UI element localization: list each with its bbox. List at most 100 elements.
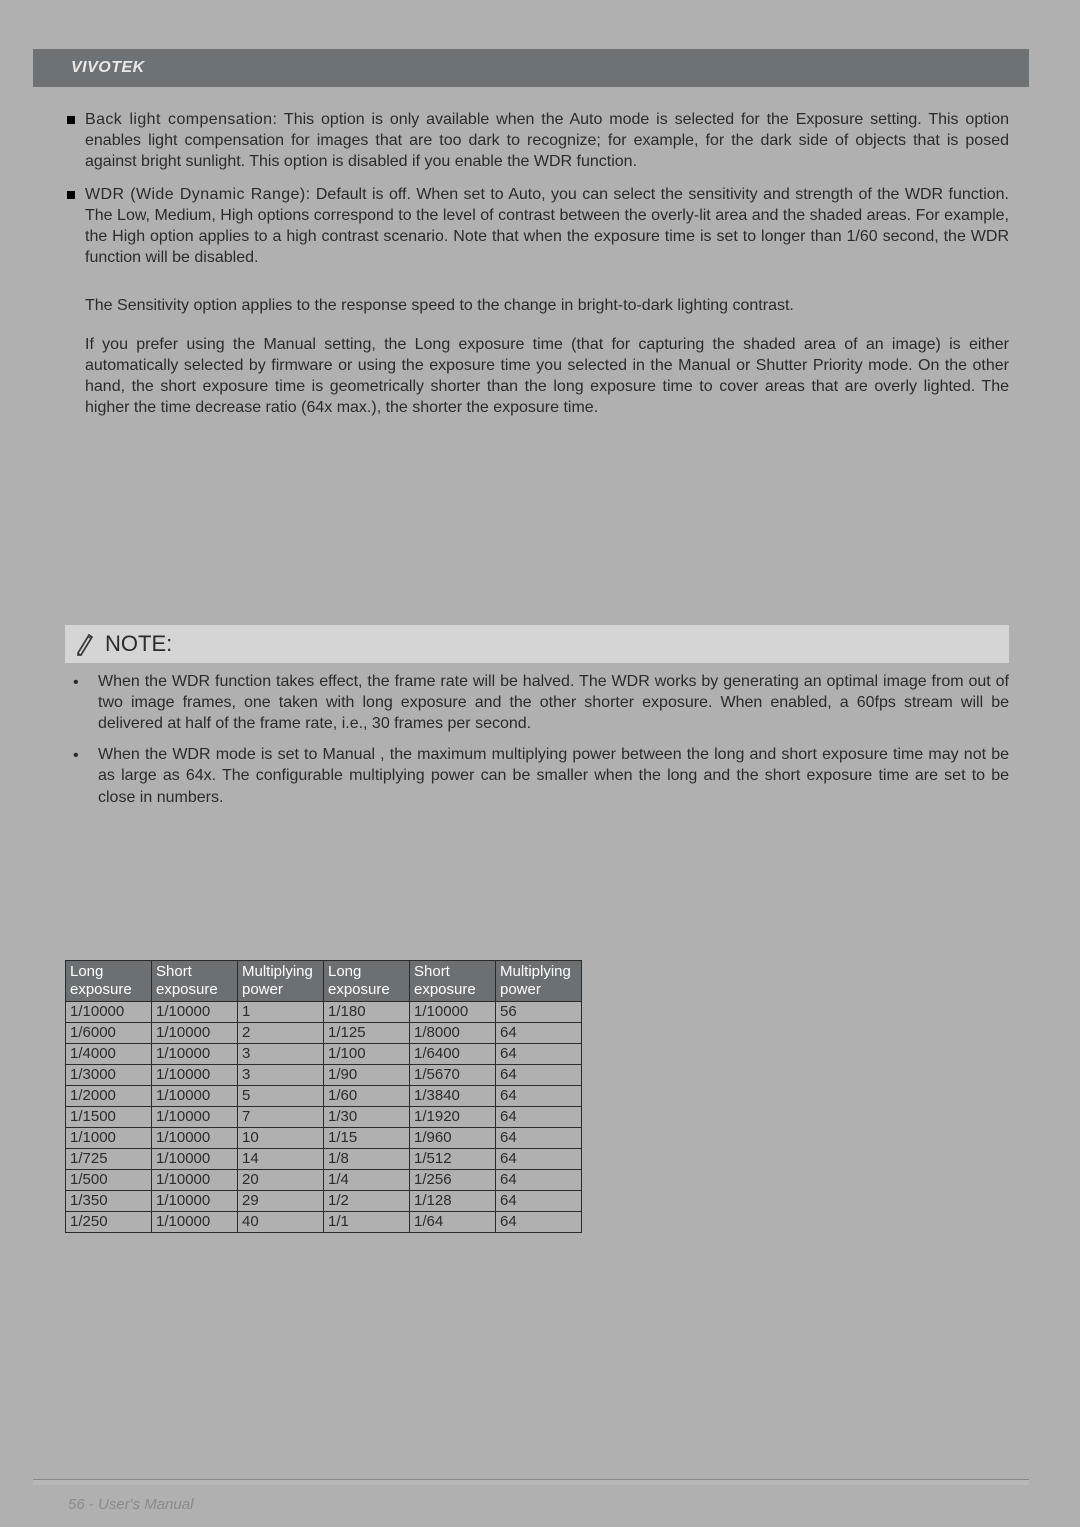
table-cell: 64 bbox=[496, 1149, 582, 1170]
pencil-icon bbox=[75, 631, 95, 657]
table-cell: 1/8 bbox=[324, 1149, 410, 1170]
table-cell: 29 bbox=[238, 1191, 324, 1212]
table-cell: 64 bbox=[496, 1212, 582, 1233]
col-header: Multiplying power bbox=[496, 961, 582, 1002]
table-cell: 64 bbox=[496, 1170, 582, 1191]
table-row: 1/100001/1000011/1801/1000056 bbox=[66, 1002, 582, 1023]
footer-divider bbox=[33, 1479, 1029, 1485]
table-cell: 1/10000 bbox=[152, 1170, 238, 1191]
table-cell: 1/128 bbox=[410, 1191, 496, 1212]
table-cell: 1/350 bbox=[66, 1191, 152, 1212]
table-cell: 1/10000 bbox=[410, 1002, 496, 1023]
note-box: NOTE: • When the WDR function takes effe… bbox=[65, 625, 1009, 818]
header-bar: VIVOTEK bbox=[33, 49, 1029, 87]
table-cell: 1/30 bbox=[324, 1107, 410, 1128]
note-header: NOTE: bbox=[65, 625, 1009, 663]
table-cell: 1/500 bbox=[66, 1170, 152, 1191]
table-cell: 1/2 bbox=[324, 1191, 410, 1212]
note-text: When the WDR function takes effect, the … bbox=[98, 673, 1009, 732]
paragraph: If you prefer using the Manual setting, … bbox=[85, 335, 1009, 418]
table-cell: 7 bbox=[238, 1107, 324, 1128]
note-title: NOTE: bbox=[105, 631, 172, 657]
col-header: Short exposure bbox=[152, 961, 238, 1002]
paragraph: The Sensitivity option applies to the re… bbox=[85, 296, 1009, 317]
exposure-table: Long exposure Short exposure Multiplying… bbox=[65, 960, 582, 1233]
table-cell: 1/125 bbox=[324, 1023, 410, 1044]
table-cell: 1/10000 bbox=[152, 1128, 238, 1149]
table-cell: 1/4 bbox=[324, 1170, 410, 1191]
table-cell: 5 bbox=[238, 1086, 324, 1107]
square-bullet-icon bbox=[67, 116, 75, 124]
table-cell: 64 bbox=[496, 1107, 582, 1128]
table-cell: 1/90 bbox=[324, 1065, 410, 1086]
table-cell: 1/2000 bbox=[66, 1086, 152, 1107]
table-cell: 1/1500 bbox=[66, 1107, 152, 1128]
table-row: 1/40001/1000031/1001/640064 bbox=[66, 1044, 582, 1065]
table-cell: 1/100 bbox=[324, 1044, 410, 1065]
table-cell: 1/10000 bbox=[152, 1086, 238, 1107]
table-cell: 3 bbox=[238, 1044, 324, 1065]
table-cell: 1/5670 bbox=[410, 1065, 496, 1086]
table-cell: 1/256 bbox=[410, 1170, 496, 1191]
table-cell: 1/10000 bbox=[152, 1065, 238, 1086]
note-list: • When the WDR function takes effect, th… bbox=[65, 663, 1009, 808]
table-cell: 1/10000 bbox=[152, 1191, 238, 1212]
note-text: When the WDR mode is set to Manual , the… bbox=[98, 746, 1009, 805]
table-cell: 64 bbox=[496, 1128, 582, 1149]
bullet-item: Back light compensation: This option is … bbox=[85, 110, 1009, 172]
table-cell: 1/3840 bbox=[410, 1086, 496, 1107]
table-cell: 1/512 bbox=[410, 1149, 496, 1170]
table-cell: 1/4000 bbox=[66, 1044, 152, 1065]
bullet-dot-icon: • bbox=[73, 745, 79, 766]
table-cell: 10 bbox=[238, 1128, 324, 1149]
table-cell: 1/10000 bbox=[152, 1107, 238, 1128]
table-cell: 56 bbox=[496, 1002, 582, 1023]
bullet-item: WDR (Wide Dynamic Range): Default is off… bbox=[85, 185, 1009, 268]
table-row: 1/10001/10000101/151/96064 bbox=[66, 1128, 582, 1149]
table-cell: 64 bbox=[496, 1023, 582, 1044]
footer-text: 56 - User's Manual bbox=[68, 1496, 193, 1513]
table-row: 1/15001/1000071/301/192064 bbox=[66, 1107, 582, 1128]
table-cell: 2 bbox=[238, 1023, 324, 1044]
table-cell: 1/6400 bbox=[410, 1044, 496, 1065]
exposure-table-wrap: Long exposure Short exposure Multiplying… bbox=[65, 960, 582, 1233]
col-header: Long exposure bbox=[66, 961, 152, 1002]
table-cell: 3 bbox=[238, 1065, 324, 1086]
table-cell: 1/1 bbox=[324, 1212, 410, 1233]
table-row: 1/3501/10000291/21/12864 bbox=[66, 1191, 582, 1212]
table-cell: 1/3000 bbox=[66, 1065, 152, 1086]
col-header: Long exposure bbox=[324, 961, 410, 1002]
table-cell: 1/10000 bbox=[152, 1002, 238, 1023]
table-cell: 14 bbox=[238, 1149, 324, 1170]
table-cell: 64 bbox=[496, 1065, 582, 1086]
table-header-row: Long exposure Short exposure Multiplying… bbox=[66, 961, 582, 1002]
table-cell: 1/10000 bbox=[152, 1023, 238, 1044]
note-item: • When the WDR mode is set to Manual , t… bbox=[65, 744, 1009, 807]
table-cell: 40 bbox=[238, 1212, 324, 1233]
table-cell: 64 bbox=[496, 1044, 582, 1065]
table-cell: 1/10000 bbox=[66, 1002, 152, 1023]
col-header: Short exposure bbox=[410, 961, 496, 1002]
square-bullet-icon bbox=[67, 191, 75, 199]
col-header: Multiplying power bbox=[238, 961, 324, 1002]
table-row: 1/7251/10000141/81/51264 bbox=[66, 1149, 582, 1170]
note-item: • When the WDR function takes effect, th… bbox=[65, 671, 1009, 734]
table-cell: 1/960 bbox=[410, 1128, 496, 1149]
table-cell: 1/10000 bbox=[152, 1149, 238, 1170]
table-cell: 1/1920 bbox=[410, 1107, 496, 1128]
table-cell: 1/180 bbox=[324, 1002, 410, 1023]
table-row: 1/5001/10000201/41/25664 bbox=[66, 1170, 582, 1191]
table-cell: 64 bbox=[496, 1191, 582, 1212]
table-row: 1/20001/1000051/601/384064 bbox=[66, 1086, 582, 1107]
brand-label: VIVOTEK bbox=[71, 59, 145, 77]
bullet-lead: Back light compensation: bbox=[85, 111, 277, 128]
bullet-lead: WDR (Wide Dynamic Range): bbox=[85, 186, 310, 203]
table-cell: 1/64 bbox=[410, 1212, 496, 1233]
table-row: 1/2501/10000401/11/6464 bbox=[66, 1212, 582, 1233]
bullet-dot-icon: • bbox=[73, 672, 79, 693]
table-cell: 1/10000 bbox=[152, 1212, 238, 1233]
content-area: Back light compensation: This option is … bbox=[85, 110, 1009, 432]
table-cell: 64 bbox=[496, 1086, 582, 1107]
table-cell: 20 bbox=[238, 1170, 324, 1191]
table-cell: 1/250 bbox=[66, 1212, 152, 1233]
